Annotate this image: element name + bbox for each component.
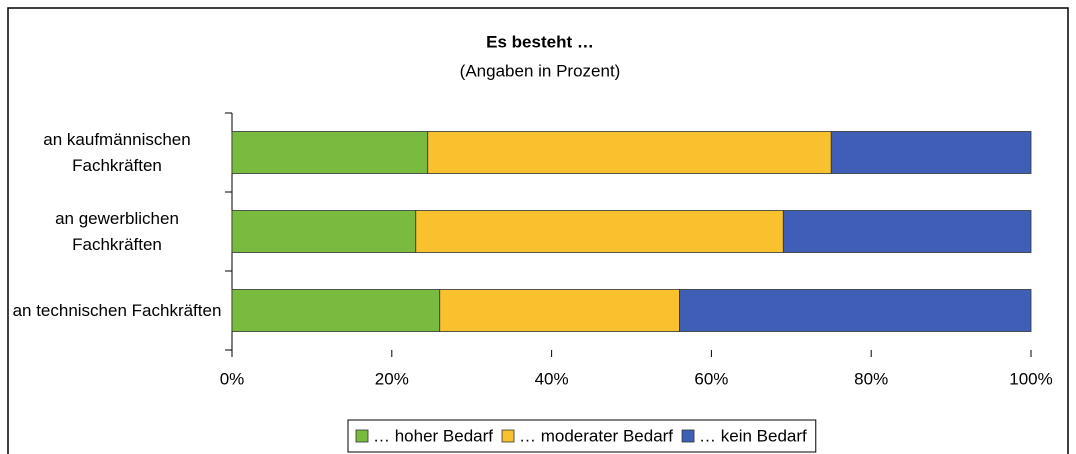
- legend-swatch: [355, 429, 369, 443]
- legend-label: … moderater Bedarf: [519, 426, 673, 445]
- frame: [7, 7, 1069, 454]
- bar-segment: [830, 131, 1032, 174]
- category-label: an gewerblichen Fachkräften: [55, 208, 179, 254]
- bar-segment: [231, 289, 441, 332]
- bar-segment: [231, 131, 429, 174]
- x-tick-label: 100%: [1009, 369, 1052, 388]
- category-label: an kaufmännischen Fachkräften: [43, 129, 191, 175]
- x-tick-label: 0%: [220, 369, 245, 388]
- x-tick-label: 40%: [535, 369, 569, 388]
- chart-title: Es besteht …: [486, 32, 594, 51]
- legend-swatch: [681, 429, 695, 443]
- bar-segment: [679, 289, 1032, 332]
- bar-segment: [439, 289, 680, 332]
- x-tick-label: 20%: [375, 369, 409, 388]
- legend-swatch: [501, 429, 515, 443]
- bar-segment: [415, 210, 784, 253]
- bar-segment: [231, 210, 417, 253]
- legend-label: … kein Bedarf: [699, 426, 807, 445]
- x-tick-label: 60%: [694, 369, 728, 388]
- chart-subtitle: (Angaben in Prozent): [460, 61, 621, 80]
- bar-segment: [782, 210, 1032, 253]
- category-label: an technischen Fachkräften: [12, 300, 222, 320]
- legend-box: [347, 419, 817, 453]
- bar-segment: [427, 131, 832, 174]
- legend-label: … hoher Bedarf: [373, 426, 493, 445]
- x-tick-label: 80%: [854, 369, 888, 388]
